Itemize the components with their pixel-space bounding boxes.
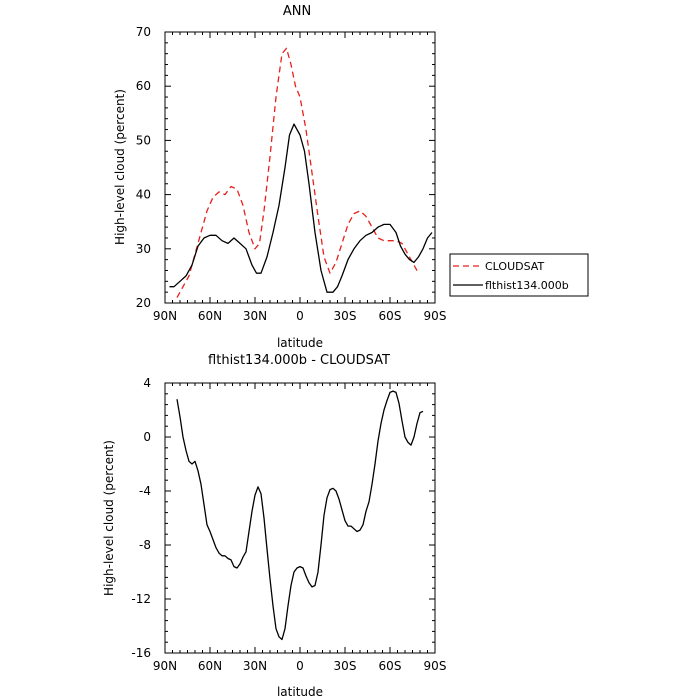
panel-top-ylabel: High-level cloud (percent) bbox=[113, 89, 127, 245]
x-tick-label: 30S bbox=[334, 659, 357, 673]
series-line-difference bbox=[176, 390, 424, 641]
panel-bottom-title: flthist134.000b - CLOUDSAT bbox=[208, 353, 390, 368]
x-tick-label: 30S bbox=[334, 309, 357, 323]
x-tick-label: 30N bbox=[243, 659, 267, 673]
y-tick-label: 30 bbox=[136, 242, 151, 256]
x-tick-label: 60S bbox=[379, 309, 402, 323]
panel-bottom: flthist134.000b - CLOUDSAT 90N 60N 30N 0 30S… bbox=[102, 353, 446, 699]
y-tick-label: 50 bbox=[136, 133, 151, 147]
y-tick-label: 0 bbox=[143, 430, 151, 444]
legend-label-model: flthist134.000b bbox=[485, 279, 569, 292]
panel-bottom-ticks: 90N 60N 30N 0 30S 60S 90S -16 -12 -8 -4 0 4 bbox=[131, 376, 446, 673]
legend-item-cloudsat: CLOUDSAT bbox=[453, 260, 544, 273]
series-line-flthist134-000b bbox=[169, 123, 433, 293]
panel-top-title: ANN bbox=[283, 4, 311, 19]
y-tick-label: -4 bbox=[139, 484, 151, 498]
panel-bottom-xlabel: latitude bbox=[277, 685, 323, 699]
x-tick-label: 60N bbox=[198, 659, 222, 673]
x-tick-label: 90S bbox=[424, 659, 447, 673]
y-tick-label: -12 bbox=[131, 592, 151, 606]
legend: CLOUDSAT flthist134.000b bbox=[449, 253, 589, 297]
y-tick-label: 4 bbox=[143, 376, 151, 390]
panel-top-xlabel: latitude bbox=[277, 336, 323, 350]
y-tick-label: 20 bbox=[136, 296, 151, 310]
y-tick-label: -16 bbox=[131, 646, 151, 660]
panel-top-ticks: 90N 60N 30N 0 30S 60S 90S 20 30 40 50 60 70 bbox=[136, 25, 447, 323]
legend-box bbox=[449, 253, 589, 297]
legend-label-cloudsat: CLOUDSAT bbox=[485, 260, 544, 273]
y-tick-label: 60 bbox=[136, 79, 151, 93]
legend-item-model: flthist134.000b bbox=[453, 279, 569, 292]
y-tick-label: 40 bbox=[136, 188, 151, 202]
x-tick-label: 0 bbox=[296, 309, 304, 323]
panel-bottom-ylabel: High-level cloud (percent) bbox=[102, 440, 116, 596]
panel-top: ANN 90N 60N 30N 0 30S 60S 90S 20 30 40 50 60 70 lati… bbox=[113, 4, 446, 350]
panel-bottom-series bbox=[176, 390, 424, 641]
panel-top-series bbox=[169, 47, 433, 298]
x-tick-label: 60N bbox=[198, 309, 222, 323]
x-tick-label: 90N bbox=[153, 659, 177, 673]
y-tick-label: -8 bbox=[139, 538, 151, 552]
x-tick-label: 90N bbox=[153, 309, 177, 323]
x-tick-label: 90S bbox=[424, 309, 447, 323]
x-tick-label: 30N bbox=[243, 309, 267, 323]
x-tick-label: 60S bbox=[379, 659, 402, 673]
series-line-cloudsat bbox=[176, 47, 420, 298]
x-tick-label: 0 bbox=[296, 659, 304, 673]
y-tick-label: 70 bbox=[136, 25, 151, 39]
